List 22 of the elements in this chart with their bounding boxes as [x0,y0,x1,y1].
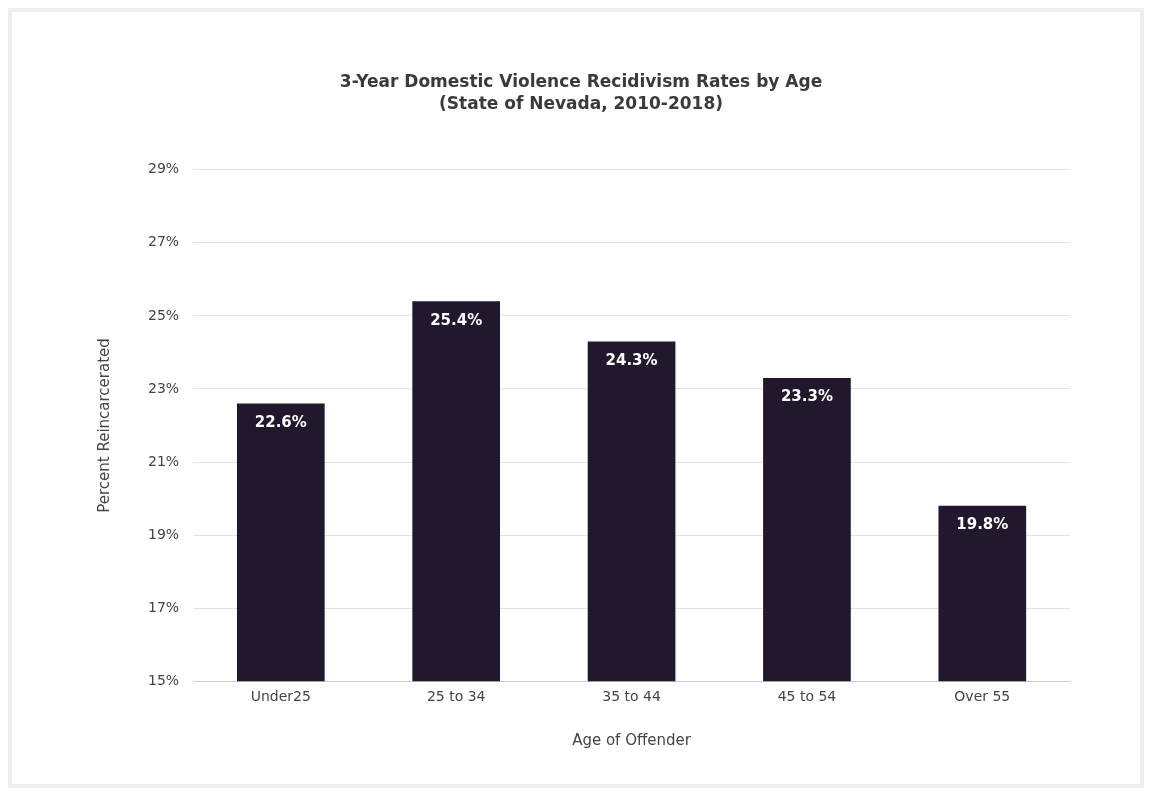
chart-subtitle: (State of Nevada, 2010-2018) [439,93,723,114]
chart-title: 3-Year Domestic Violence Recidivism Rates by Age [339,70,823,91]
data-label: 24.3% [605,350,658,369]
y-tick-label: 15% [147,671,180,688]
data-label: 19.8% [956,515,1009,534]
x-tick-label: Over 55 [954,688,1011,705]
x-tick-label: 35 to 44 [602,688,661,705]
data-label: 22.6% [254,412,307,431]
y-tick-label: 29% [147,160,180,177]
y-tick-label: 19% [147,525,180,542]
y-tick-label: 21% [147,452,180,469]
y-tick-label: 17% [147,598,180,615]
y-tick-label: 23% [147,379,180,396]
x-tick-label: 45 to 54 [777,688,837,705]
y-axis-title: Percent Reincarcerated [94,338,113,513]
x-tick-label: 25 to 34 [426,688,486,705]
data-label: 25.4% [430,310,483,329]
x-axis-title: Age of Offender [572,730,692,749]
x-tick-label: Under25 [250,688,311,705]
data-label: 23.3% [780,387,833,406]
y-tick-label: 25% [147,306,180,323]
y-tick-label: 27% [147,233,180,250]
